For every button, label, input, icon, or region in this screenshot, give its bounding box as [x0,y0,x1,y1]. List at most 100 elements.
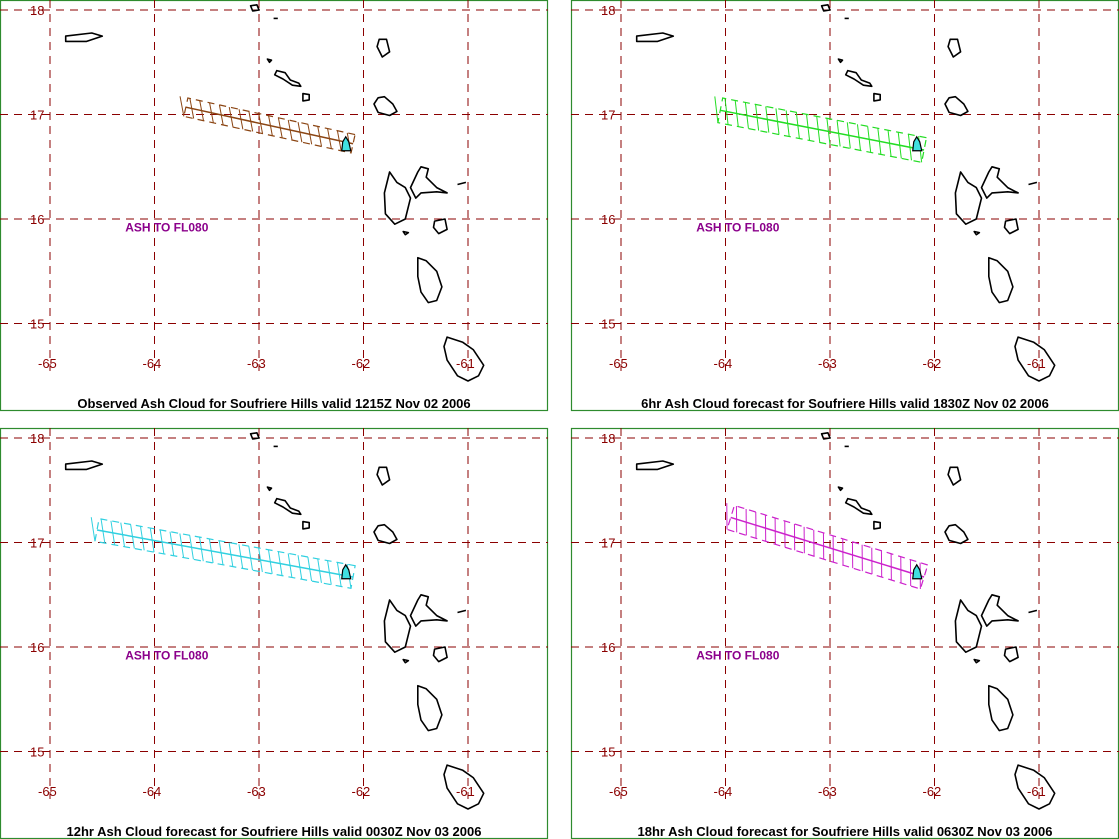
coastline [873,520,881,530]
montserrat-volcano-icon [341,135,352,152]
coastline [64,460,104,471]
coastline [1028,181,1038,186]
y-tick-label: 18 [601,431,615,446]
coastline [409,166,448,199]
x-tick-label: -61 [1027,784,1046,799]
coastline [266,486,273,492]
coastline [432,218,448,235]
x-tick-label: -63 [247,356,266,371]
coastline [635,460,675,471]
coastline [417,684,443,732]
map-panel-observed: -65 -64 -63 -62 -61 15 16 17 18 ASH TO FL080 Obse… [0,0,549,412]
y-tick-label: 17 [30,108,44,123]
panel-caption: 12hr Ash Cloud forecast for Soufriere Hi… [66,824,482,839]
coastline [944,523,969,545]
y-tick-label: 18 [601,3,615,18]
y-tick-label: 15 [30,745,44,760]
x-tick-label: -62 [923,356,942,371]
coastline [1014,336,1056,382]
coastline [820,432,831,440]
coastline [376,38,391,58]
panel-caption: 6hr Ash Cloud forecast for Soufriere Hil… [641,396,1049,411]
coastline [302,520,310,530]
coastline [988,256,1014,304]
ash-axis [720,109,925,151]
x-tick-label: -63 [818,784,837,799]
x-tick-label: -61 [456,784,475,799]
x-tick-label: -62 [923,784,942,799]
x-tick-label: -62 [352,784,371,799]
ash-level-annotation: ASH TO FL080 [696,221,779,235]
x-tick-label: -61 [456,356,475,371]
x-tick-label: -64 [143,784,162,799]
coastline [1014,764,1056,810]
coastline [373,523,398,545]
x-tick-label: -65 [38,356,57,371]
coastline [954,171,983,225]
coastline [844,497,873,516]
ash-cloud-outline [183,97,356,154]
coastline [1003,646,1019,663]
coastline [947,466,962,486]
coastline [844,69,873,88]
x-tick-label: -63 [247,784,266,799]
coastline [1003,218,1019,235]
y-tick-label: 17 [601,536,615,551]
y-tick-label: 16 [30,212,44,227]
y-tick-label: 15 [30,317,44,332]
coastline [635,32,675,43]
coastline [273,497,302,516]
coastline [980,594,1019,627]
y-tick-label: 18 [30,431,44,446]
map-svg-18hr: -65 -64 -63 -62 -61 15 16 17 18 ASH TO FL080 [570,427,1119,839]
y-tick-label: 15 [601,745,615,760]
ash-axis [730,516,925,578]
coastline [302,92,310,102]
coastline [409,594,448,627]
x-tick-label: -65 [609,356,628,371]
coastline [973,230,981,236]
ash-cloud-outline [726,504,929,590]
ash-hatch [90,517,96,542]
x-tick-label: -61 [1027,356,1046,371]
coastline [249,4,260,12]
coastline [457,181,467,186]
y-tick-label: 16 [601,640,615,655]
ash-level-annotation: ASH TO FL080 [125,221,208,235]
y-tick-label: 18 [30,3,44,18]
x-tick-label: -65 [609,784,628,799]
x-tick-label: -64 [143,356,162,371]
coastline [443,336,485,382]
x-tick-label: -62 [352,356,371,371]
coastline [1028,609,1038,614]
montserrat-volcano-icon [912,563,923,580]
coastline [443,764,485,810]
panel-frame [0,0,549,412]
panel-frame [570,427,1119,839]
y-tick-label: 16 [601,212,615,227]
panel-frame [570,0,1119,412]
coastline [820,4,831,12]
map-svg-12hr: -65 -64 -63 -62 -61 15 16 17 18 ASH TO FL080 [0,427,549,839]
coastline [64,32,104,43]
coastline [376,466,391,486]
y-tick-label: 15 [601,317,615,332]
coastline [249,432,260,440]
coastline [988,684,1014,732]
map-panel-6hr: -65 -64 -63 -62 -61 15 16 17 18 ASH TO FL080 6hr … [570,0,1119,412]
panel-frame [0,427,549,839]
map-svg-observed: -65 -64 -63 -62 -61 15 16 17 18 ASH TO FL080 [0,0,549,412]
ash-cloud-outline [94,517,356,589]
x-tick-label: -64 [714,356,733,371]
coastline [432,646,448,663]
x-tick-label: -63 [818,356,837,371]
x-tick-label: -65 [38,784,57,799]
coastline [402,230,410,236]
ash-hatch [714,96,719,123]
coastline [947,38,962,58]
y-tick-label: 17 [601,108,615,123]
map-panel-18hr: -65 -64 -63 -62 -61 15 16 17 18 ASH TO FL080 18hr… [570,427,1119,839]
ash-level-annotation: ASH TO FL080 [125,649,208,663]
coastline [873,92,881,102]
coastline [973,658,981,664]
